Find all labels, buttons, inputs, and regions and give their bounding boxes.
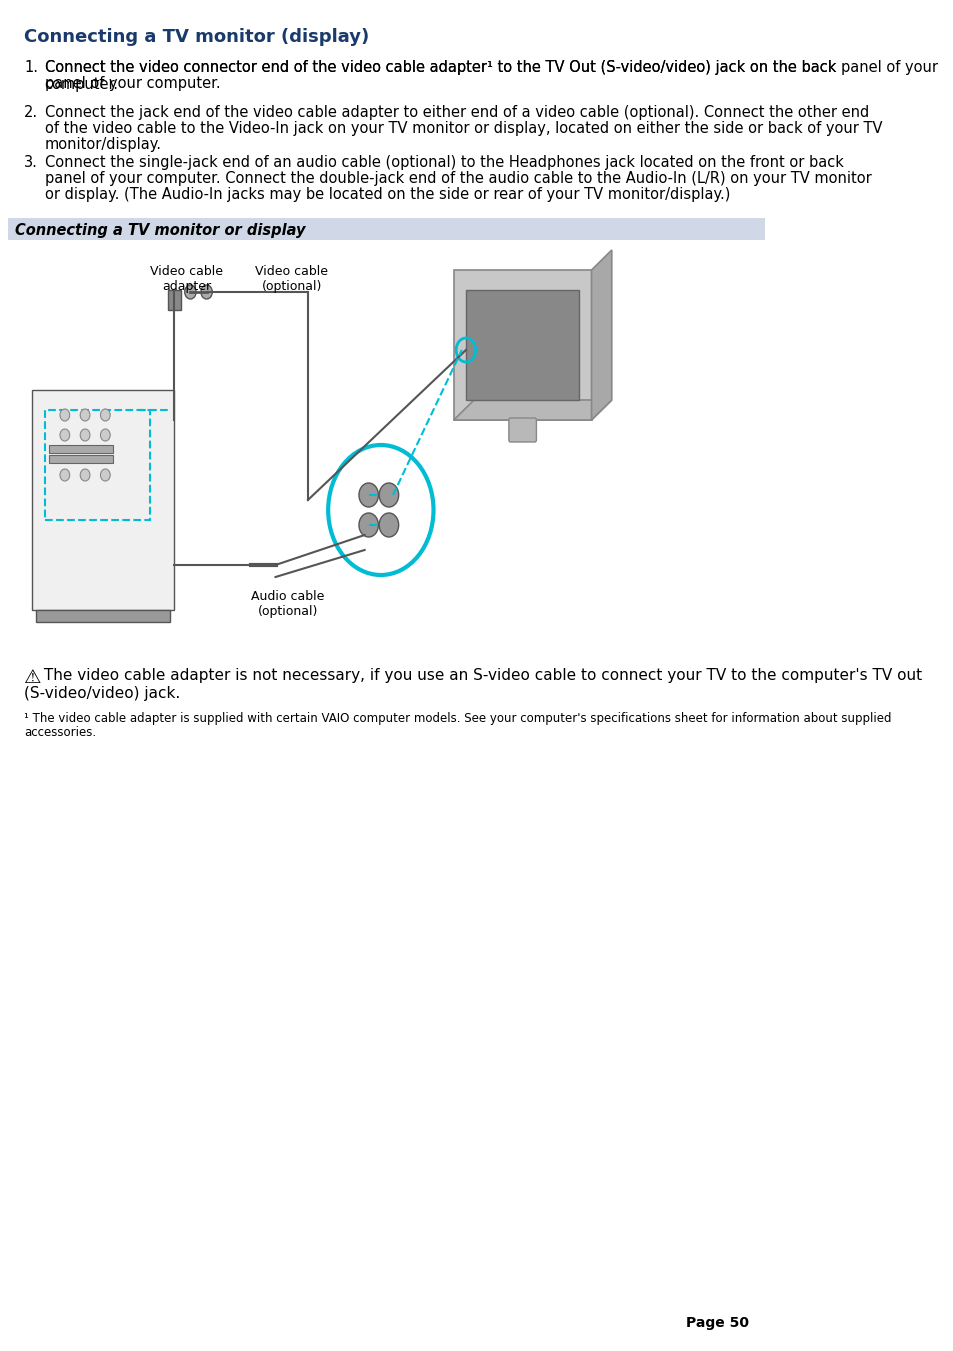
FancyBboxPatch shape [49, 444, 113, 453]
Text: Audio cable
(optional): Audio cable (optional) [251, 590, 324, 617]
Text: accessories.: accessories. [24, 725, 96, 739]
FancyBboxPatch shape [508, 417, 536, 442]
Text: Connect the single-jack end of an audio cable (optional) to the Headphones jack : Connect the single-jack end of an audio … [45, 155, 842, 170]
Text: Video cable
adapter: Video cable adapter [150, 265, 223, 293]
Text: or display. (The Audio-In jacks may be located on the side or rear of your TV mo: or display. (The Audio-In jacks may be l… [45, 186, 729, 203]
Polygon shape [454, 270, 591, 420]
Text: Video cable
(optional): Video cable (optional) [255, 265, 328, 293]
Text: 1.: 1. [24, 59, 38, 76]
Circle shape [379, 484, 398, 507]
Text: ⚠: ⚠ [24, 667, 42, 688]
Circle shape [185, 285, 196, 299]
Text: ¹ The video cable adapter is supplied with certain VAIO computer models. See you: ¹ The video cable adapter is supplied wi… [24, 712, 891, 725]
Circle shape [100, 409, 111, 422]
FancyBboxPatch shape [49, 455, 113, 463]
FancyBboxPatch shape [168, 290, 180, 309]
Circle shape [60, 409, 70, 422]
Text: panel of your computer.: panel of your computer. [45, 76, 220, 91]
Text: Connect the video connector end of the video cable adapter¹ to the TV Out (S-vid: Connect the video connector end of the v… [45, 59, 835, 76]
Circle shape [80, 430, 90, 440]
Circle shape [80, 469, 90, 481]
FancyBboxPatch shape [8, 218, 764, 240]
Text: Connect the video connector end of the video cable adapter¹ to the TV Out (S-vid: Connect the video connector end of the v… [45, 59, 937, 92]
FancyBboxPatch shape [36, 611, 170, 621]
Polygon shape [454, 400, 611, 420]
Text: monitor/display.: monitor/display. [45, 136, 161, 153]
Text: 3.: 3. [24, 155, 38, 170]
Text: Connect the jack end of the video cable adapter to either end of a video cable (: Connect the jack end of the video cable … [45, 105, 868, 120]
Circle shape [201, 285, 213, 299]
Text: 2.: 2. [24, 105, 38, 120]
Circle shape [100, 469, 111, 481]
Text: (S-video/video) jack.: (S-video/video) jack. [24, 686, 180, 701]
Circle shape [60, 469, 70, 481]
Circle shape [358, 513, 378, 536]
Circle shape [358, 484, 378, 507]
Text: of the video cable to the Video-In jack on your TV monitor or display, located o: of the video cable to the Video-In jack … [45, 122, 882, 136]
Text: Page 50: Page 50 [685, 1316, 748, 1329]
Text: Connecting a TV monitor or display: Connecting a TV monitor or display [14, 223, 305, 239]
Polygon shape [591, 250, 611, 420]
Text: panel of your computer. Connect the double-jack end of the audio cable to the Au: panel of your computer. Connect the doub… [45, 172, 870, 186]
Text: Connecting a TV monitor (display): Connecting a TV monitor (display) [24, 28, 369, 46]
FancyBboxPatch shape [32, 390, 174, 611]
FancyBboxPatch shape [465, 290, 578, 400]
Text: The video cable adapter is not necessary, if you use an S-video cable to connect: The video cable adapter is not necessary… [39, 667, 921, 684]
Circle shape [60, 430, 70, 440]
Circle shape [100, 430, 111, 440]
Circle shape [379, 513, 398, 536]
Circle shape [80, 409, 90, 422]
